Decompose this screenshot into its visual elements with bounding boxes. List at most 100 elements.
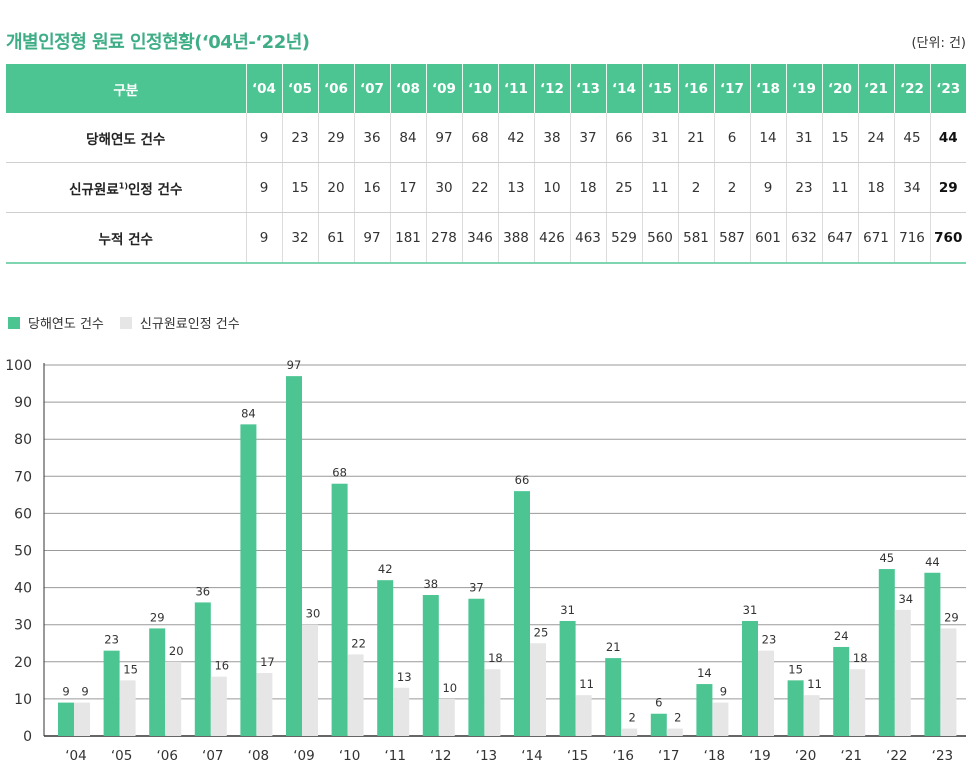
header-year: ‘04 (245, 64, 282, 113)
unit-label: (단위: 건) (911, 36, 966, 51)
table-cell: 42 (497, 113, 534, 163)
x-tick-label: ‘15 (567, 748, 588, 764)
bar-new-ingredient (438, 698, 455, 736)
bar-current-year (742, 620, 758, 736)
table-cell: 31 (785, 113, 822, 163)
table-cell: 587 (713, 212, 750, 264)
header-year: ‘21 (857, 64, 894, 113)
data-label: 20 (169, 644, 184, 658)
table-cell: 25 (605, 162, 642, 213)
data-label: 16 (214, 659, 229, 673)
legend-swatch-current (8, 316, 20, 329)
x-tick-label: ‘04 (65, 748, 86, 764)
y-tick-label: 10 (14, 692, 32, 708)
bar-new-ingredient (302, 624, 318, 736)
bar-new-ingredient (74, 702, 90, 736)
data-label: 11 (807, 677, 822, 691)
bar-new-ingredient (803, 695, 820, 736)
bar-current-year (787, 680, 804, 736)
data-label: 15 (788, 662, 803, 676)
y-tick-label: 0 (23, 729, 32, 745)
bar-current-year (878, 569, 895, 736)
table-cell: 23 (281, 113, 318, 163)
bar-current-year (605, 658, 622, 736)
page-title: 개별인정형 원료 인정현황(‘04년-‘22년) (6, 32, 310, 53)
x-tick-label: ‘22 (886, 748, 907, 764)
x-tick-label: ‘21 (840, 748, 861, 764)
table-header-row: 구분 ‘04 ‘05 ‘06 ‘07 ‘08 ‘09 ‘10 ‘11 ‘12 ‘13 ‘14 ‘15 ‘… (6, 64, 966, 113)
table-row: 누적 건수 9 32 61 97 181 278 346 388 426 463 529 560 581 5… (6, 212, 966, 264)
header-year: ‘18 (749, 64, 786, 113)
data-label: 84 (241, 406, 256, 420)
data-label: 21 (606, 640, 621, 654)
chart-legend: 당해연도 건수 신규원료인정 건수 (8, 313, 256, 332)
x-tick-label: ‘10 (339, 748, 360, 764)
data-label: 25 (534, 625, 549, 639)
data-label: 29 (150, 610, 165, 624)
table-cell: 278 (425, 212, 462, 264)
table-cell: 647 (821, 212, 858, 264)
table-cell: 24 (857, 113, 894, 163)
y-tick-label: 20 (14, 655, 32, 671)
header-year: ‘22 (893, 64, 930, 113)
bar-new-ingredient (165, 661, 182, 736)
x-tick-label: ‘07 (202, 748, 223, 764)
header-year: ‘13 (569, 64, 606, 113)
y-tick-label: 40 (14, 581, 32, 597)
row-label: 당해연도 건수 (6, 113, 246, 163)
data-label: 11 (579, 677, 594, 691)
bar-current-year (103, 650, 120, 736)
table-cell: 9 (245, 113, 282, 163)
table-cell: 9 (749, 162, 786, 213)
bar-new-ingredient (210, 676, 227, 736)
header-year: ‘07 (353, 64, 390, 113)
table-cell: 2 (677, 162, 714, 213)
table-cell: 45 (893, 113, 930, 163)
data-label: 34 (898, 592, 913, 606)
bar-new-ingredient (894, 609, 911, 736)
table-cell: 22 (461, 162, 498, 213)
data-label: 9 (81, 685, 88, 699)
legend-swatch-new (119, 316, 132, 329)
bar-current-year (468, 598, 485, 736)
bar-current-year (514, 491, 530, 736)
bar-new-ingredient (119, 680, 136, 736)
data-label: 66 (515, 473, 530, 487)
header-year: ‘11 (497, 64, 534, 113)
data-label: 68 (332, 466, 347, 480)
table-cell: 37 (569, 113, 606, 163)
table-cell: 11 (641, 162, 678, 213)
table-cell: 29 (317, 113, 354, 163)
bar-current-year (286, 376, 302, 736)
table-cell: 68 (461, 113, 498, 163)
table-cell: 23 (785, 162, 822, 213)
y-tick-label: 100 (5, 358, 32, 374)
bar-current-year (194, 602, 211, 736)
x-tick-label: ‘23 (932, 748, 953, 764)
bar-new-ingredient (758, 650, 774, 736)
table-cell: 30 (425, 162, 462, 213)
table-cell: 84 (389, 113, 426, 163)
table-cell: 14 (749, 113, 786, 163)
x-tick-label: ‘13 (476, 748, 497, 764)
table-cell: 632 (785, 212, 822, 264)
table-cell: 10 (533, 162, 570, 213)
table-cell: 44 (929, 113, 966, 163)
table-cell: 38 (533, 113, 570, 163)
data-label: 36 (195, 584, 210, 598)
header-year: ‘19 (785, 64, 822, 113)
data-label: 13 (397, 670, 412, 684)
row-label-text: 당해연도 건수 (86, 131, 166, 148)
table-cell: 2 (713, 162, 750, 213)
data-label: 37 (469, 581, 484, 595)
bar-new-ingredient (347, 654, 364, 736)
x-tick-label: ‘08 (248, 748, 269, 764)
table-cell: 463 (569, 212, 606, 264)
x-tick-label: ‘20 (795, 748, 816, 764)
bar-new-ingredient (621, 728, 638, 736)
bar-current-year (149, 628, 166, 736)
data-label: 18 (488, 651, 503, 665)
bar-new-ingredient (256, 672, 273, 736)
table-cell: 15 (821, 113, 858, 163)
header-year: ‘05 (281, 64, 318, 113)
